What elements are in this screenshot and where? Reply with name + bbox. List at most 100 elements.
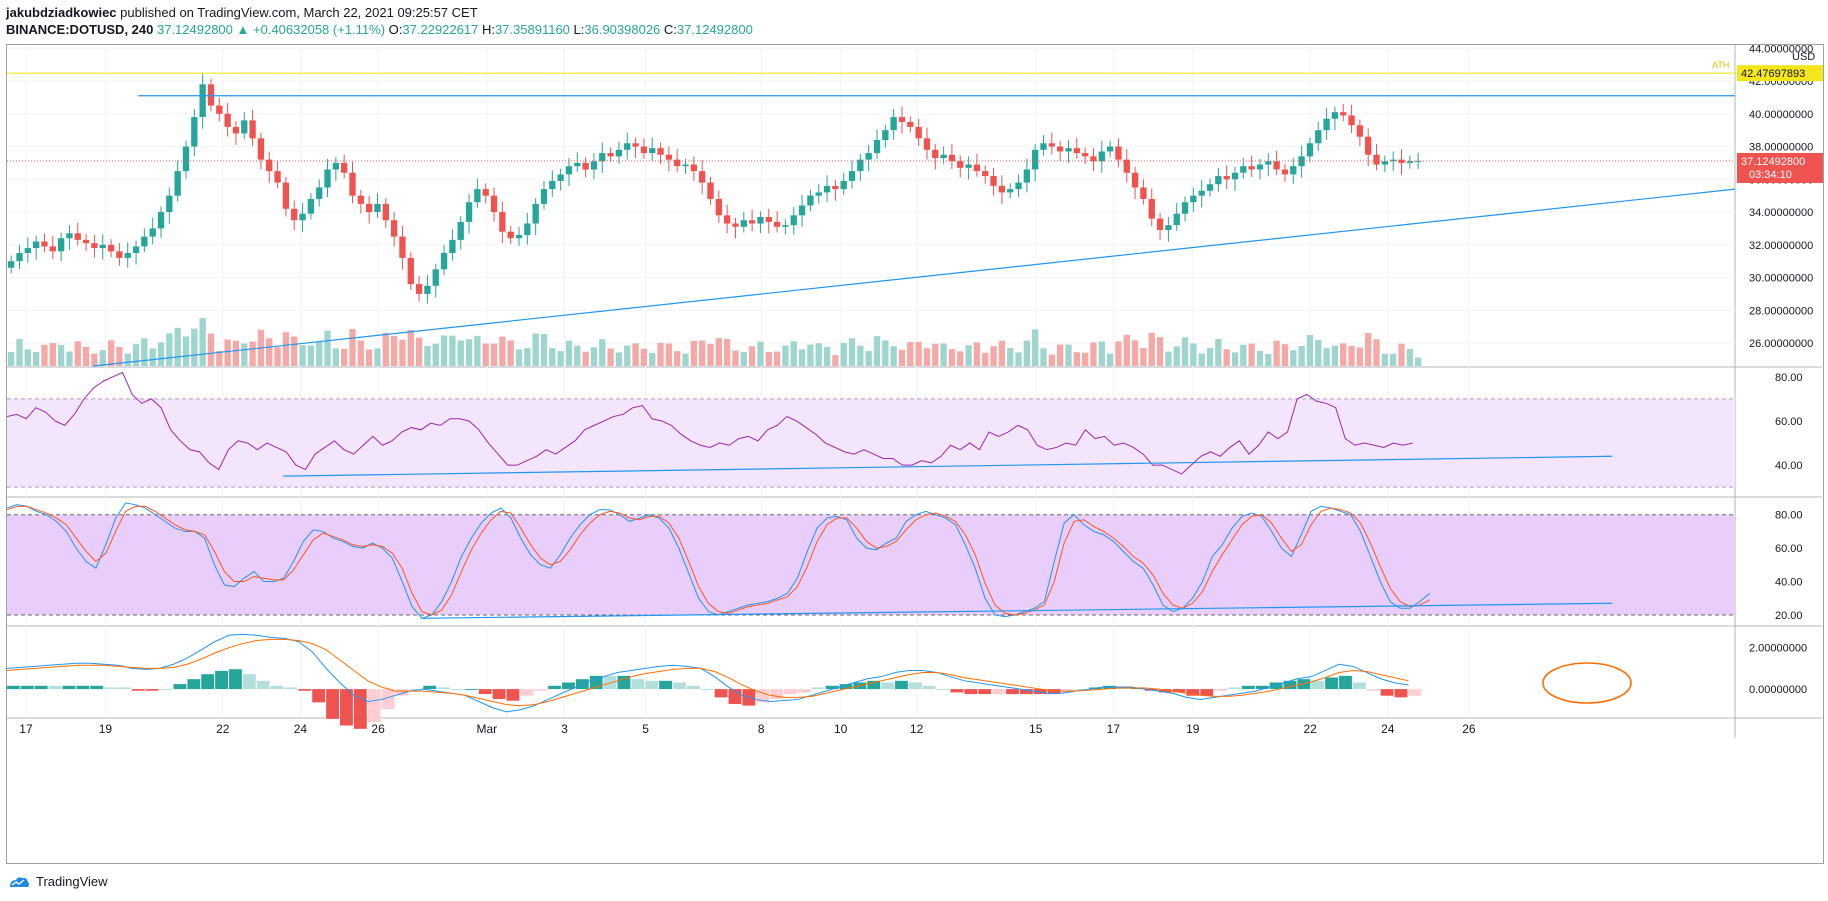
candle-body — [957, 161, 964, 168]
candle-body — [1173, 213, 1180, 226]
candle-body — [132, 246, 140, 253]
volume-bar — [1173, 346, 1180, 366]
price-tick-label: 32.00000000 — [1749, 240, 1813, 252]
candle-body — [990, 176, 997, 186]
candle-body — [1206, 184, 1214, 191]
candle-body — [848, 171, 856, 181]
x-tick-label: 12 — [910, 722, 924, 736]
macd-histogram-bar — [284, 687, 298, 690]
candle-body — [299, 213, 306, 221]
candle-body — [1032, 149, 1039, 170]
candle-body — [241, 120, 248, 134]
symbol-label[interactable]: BINANCE:DOTUSD, 240 — [6, 22, 154, 37]
macd-histogram-bar — [1366, 689, 1380, 691]
volume-bar — [1365, 333, 1372, 366]
macd-histogram-bar — [867, 680, 881, 690]
volume-bar — [1414, 357, 1422, 366]
macd-histogram-bar — [839, 684, 853, 690]
volume-bar — [191, 328, 198, 366]
macd-histogram-bar — [34, 685, 48, 690]
volume-bar — [940, 343, 947, 366]
volume-bar — [965, 345, 972, 366]
volume-bar — [482, 343, 489, 366]
volume-bar — [640, 348, 648, 366]
countdown-value: 03:34:10 — [1749, 169, 1792, 181]
x-tick-label: 17 — [1107, 722, 1121, 736]
open-label: O: — [388, 22, 403, 37]
candle-body — [674, 159, 681, 167]
macd-histogram-bar — [964, 689, 978, 695]
publish-line: jakubdziadkowiec published on TradingVie… — [6, 4, 753, 21]
volume-bar — [241, 343, 248, 366]
candle-body — [823, 185, 831, 193]
macd-histogram-bar — [1200, 689, 1214, 696]
macd-histogram-bar — [145, 689, 159, 691]
volume-bar — [1223, 349, 1230, 366]
macd-histogram-bar — [631, 679, 645, 690]
candle-body — [898, 117, 906, 122]
macd-histogram-bar — [617, 675, 631, 690]
macd-histogram-bar — [7, 685, 20, 690]
volume-bar — [74, 341, 81, 366]
candle-body — [1406, 161, 1413, 163]
macd-histogram-bar — [825, 685, 839, 690]
volume-bar — [91, 353, 98, 366]
volume-bar — [599, 339, 606, 366]
volume-bar — [1156, 337, 1164, 366]
volume-bar — [82, 346, 90, 366]
macd-histogram-bar — [118, 687, 131, 690]
volume-bar — [532, 333, 539, 366]
macd-histogram-bar — [1380, 689, 1394, 696]
chart-frame — [6, 44, 1824, 864]
macd-histogram-bar — [548, 685, 562, 690]
macd-histogram-bar — [797, 689, 811, 693]
candle-body — [207, 84, 215, 106]
candle-body — [8, 261, 15, 268]
candle-body — [32, 241, 40, 249]
candle-body — [266, 159, 273, 172]
candle-body — [149, 228, 156, 237]
macd-histogram-bar — [104, 687, 118, 690]
footer-brand-text: TradingView — [36, 874, 108, 889]
candle-body — [873, 139, 881, 154]
macd-histogram-bar — [1006, 689, 1019, 695]
volume-bar — [549, 348, 556, 366]
rsi-tick-label: 60.00 — [1775, 416, 1803, 428]
macd-histogram-bar — [367, 689, 381, 723]
macd-histogram-bar — [90, 685, 104, 690]
candle-body — [1090, 156, 1097, 162]
candle-body — [1123, 159, 1130, 173]
footer-brand[interactable]: TradingView — [8, 874, 108, 889]
candle-body — [166, 195, 173, 213]
volume-bar — [1298, 345, 1305, 366]
macd-line — [6, 633, 1409, 713]
candle-body — [191, 117, 198, 147]
low-value: 36.90398026 — [584, 22, 661, 37]
author-name[interactable]: jakubdziadkowiec — [6, 5, 117, 20]
volume-bar — [1231, 352, 1239, 366]
macd-histogram-bar — [187, 679, 201, 690]
volume-bar — [299, 345, 306, 366]
macd-histogram-bar — [1269, 682, 1283, 690]
volume-bar — [540, 333, 548, 366]
volume-bar — [798, 349, 806, 366]
macd-histogram-bar — [409, 689, 423, 691]
volume-bar — [382, 332, 389, 366]
volume-bar — [1323, 348, 1330, 366]
candle-body — [490, 195, 498, 213]
candle-body — [1306, 143, 1314, 157]
volume-bar — [1140, 347, 1147, 366]
volume-bar — [915, 341, 922, 366]
candle-body — [1298, 156, 1305, 167]
macd-histogram-bar — [950, 689, 964, 693]
volume-bar — [757, 341, 764, 366]
candle-body — [440, 252, 448, 270]
candle-body — [399, 236, 406, 258]
stoch-tick-label: 40.00 — [1775, 577, 1803, 589]
candle-body — [1231, 172, 1239, 180]
macd-histogram-bar — [215, 670, 229, 690]
candle-body — [574, 162, 581, 167]
candle-body — [1190, 195, 1197, 203]
x-tick-label: 24 — [294, 722, 308, 736]
